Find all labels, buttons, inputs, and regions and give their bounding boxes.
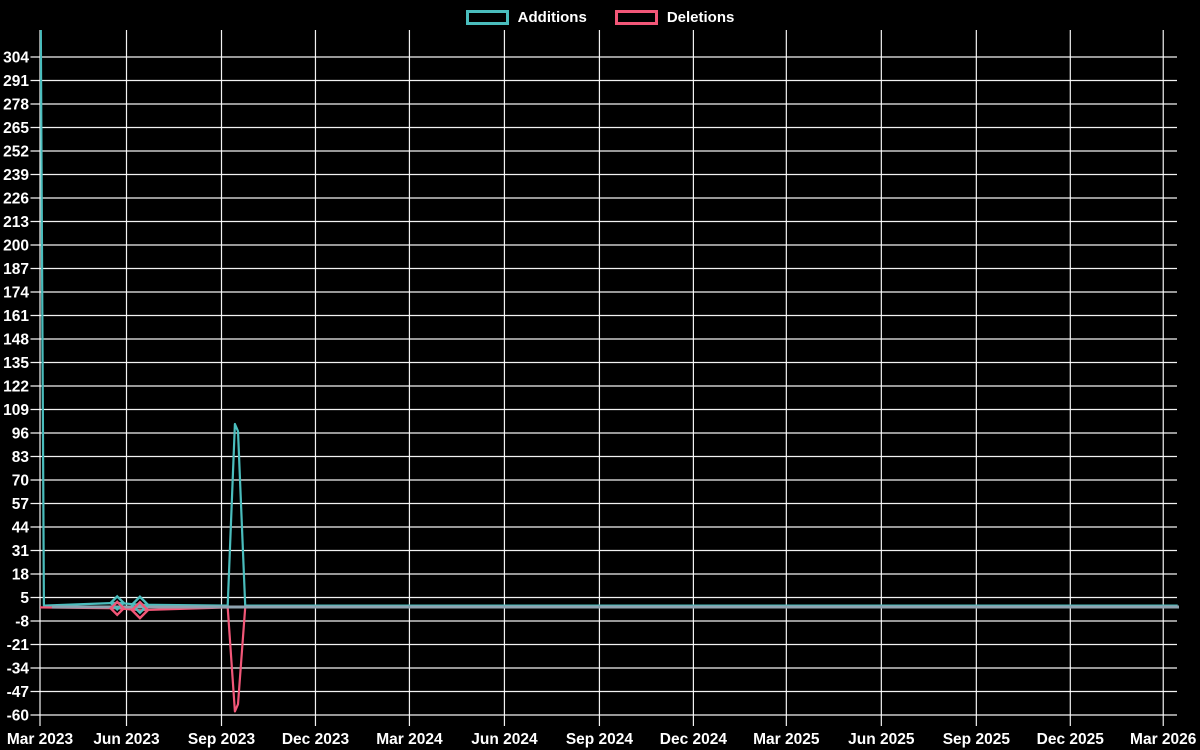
y-tick-label: 83: [12, 449, 30, 466]
diamond-marker-icon: [109, 600, 126, 617]
y-tick-label: 5: [20, 590, 29, 607]
x-tick-label: Mar 2023: [7, 731, 74, 748]
y-tick-label: 148: [3, 332, 29, 349]
y-tick-label: 161: [3, 308, 29, 325]
y-tick-label: 57: [12, 496, 29, 513]
x-tick-labels: Mar 2023 Jun 2023 Sep 2023 Dec 2023 Mar 2024…: [7, 731, 1197, 748]
chart-legend: Additions Deletions: [0, 7, 1200, 27]
y-tick-label: 187: [3, 261, 29, 278]
y-tick-label: 135: [3, 355, 29, 372]
x-tick-label: Jun 2024: [471, 731, 538, 748]
y-tick-label: -34: [7, 661, 30, 678]
y-tick-label: 44: [12, 520, 30, 537]
y-tick-label: 265: [3, 120, 29, 137]
x-tick-label: Sep 2025: [943, 731, 1011, 748]
legend-swatch-deletions-icon: [614, 9, 658, 25]
y-gridlines: [30, 56, 1177, 716]
series-line-additions: [40, 30, 1178, 607]
series-line-deletions: [40, 606, 1178, 713]
y-tick-label: 174: [3, 285, 29, 302]
y-tick-labels: 304 291 278 265 252 239 226 213 200 187 174 161 148 1…: [3, 50, 29, 725]
y-tick-label: 31: [12, 543, 30, 560]
legend-label-deletions: Deletions: [666, 8, 735, 26]
y-tick-label: 226: [3, 191, 29, 208]
x-tick-label: Sep 2024: [566, 731, 634, 748]
x-tick-label: Dec 2023: [282, 731, 350, 748]
y-tick-label: 213: [3, 214, 29, 231]
y-tick-label: -60: [7, 708, 29, 725]
point-markers: [109, 594, 150, 620]
y-tick-label: 122: [3, 379, 29, 396]
x-tick-label: Jun 2025: [848, 731, 915, 748]
legend-label-additions: Additions: [517, 8, 587, 26]
y-tick-label: 304: [3, 50, 29, 67]
x-tick-label: Jun 2023: [93, 731, 160, 748]
y-tick-label: 200: [3, 238, 29, 255]
y-tick-label: -21: [7, 637, 30, 654]
x-tick-label: Dec 2025: [1037, 731, 1105, 748]
y-tick-label: 96: [12, 426, 30, 443]
diamond-marker-icon: [109, 594, 126, 612]
y-tick-label: 278: [3, 97, 29, 114]
legend-item-deletions[interactable]: Deletions: [614, 8, 735, 26]
legend-swatch-additions-icon: [465, 9, 509, 25]
x-tick-label: Sep 2023: [188, 731, 256, 748]
x-tick-label: Mar 2026: [1130, 731, 1197, 748]
y-tick-label: -8: [15, 614, 29, 631]
y-tick-label: 291: [3, 73, 29, 90]
x-tick-label: Mar 2024: [376, 731, 443, 748]
diamond-marker-icon: [130, 600, 150, 620]
diamond-marker-icon: [130, 595, 150, 615]
legend-item-additions[interactable]: Additions: [465, 8, 587, 26]
series-lines: [40, 30, 1178, 713]
y-tick-label: 109: [3, 402, 29, 419]
x-tick-label: Mar 2025: [753, 731, 820, 748]
x-gridlines: [39, 30, 1164, 726]
y-tick-label: 70: [12, 473, 29, 490]
x-tick-label: Dec 2024: [660, 731, 728, 748]
y-tick-label: 18: [12, 567, 30, 584]
y-tick-label: 239: [3, 167, 29, 184]
y-tick-label: 252: [3, 144, 29, 161]
y-tick-label: -47: [7, 684, 29, 701]
